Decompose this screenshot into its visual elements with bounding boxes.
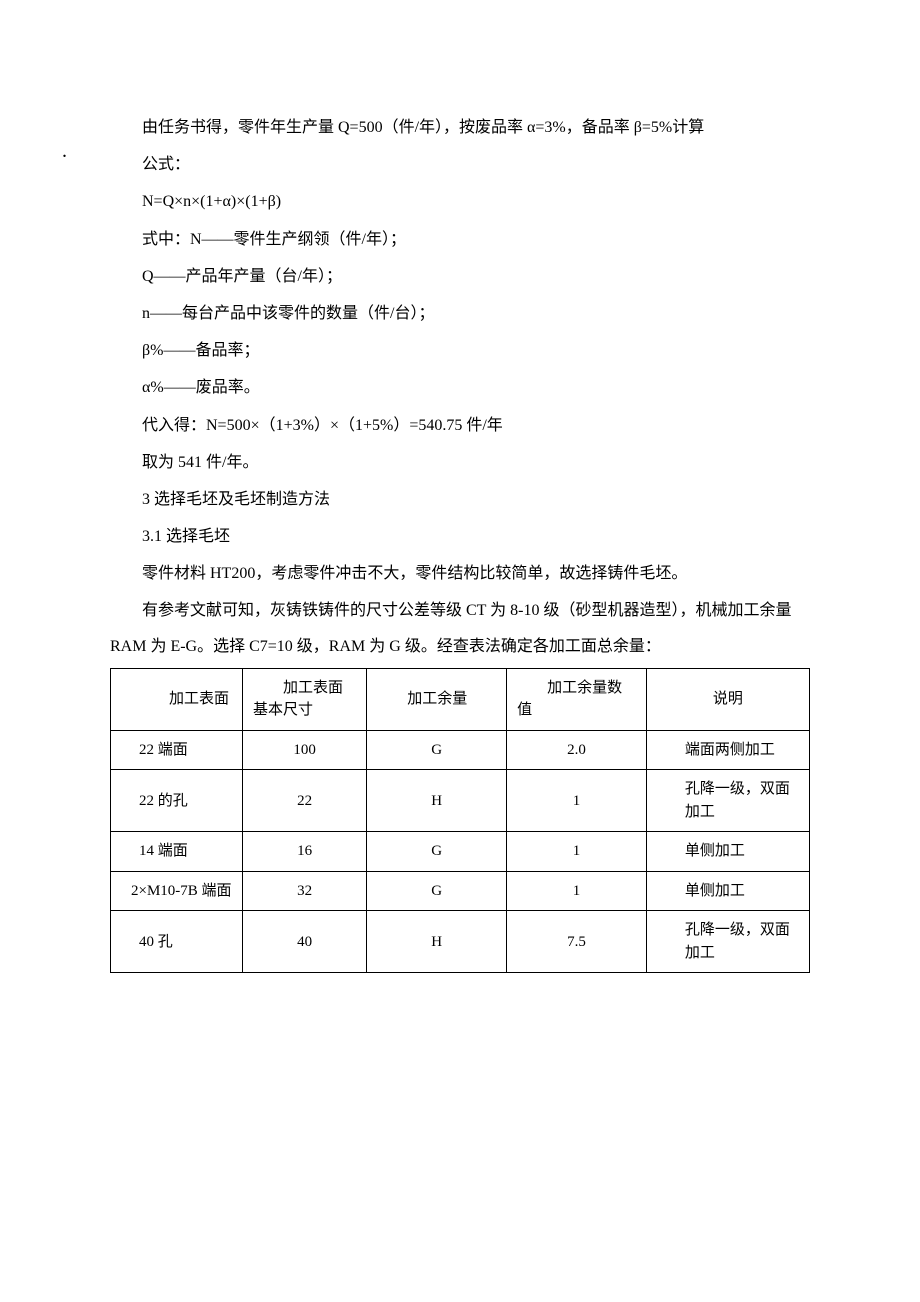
table-cell: 2×M10-7B 端面 bbox=[111, 871, 243, 911]
paragraph-text: 有参考文献可知，灰铸铁铸件的尺寸公差等级 CT 为 8-10 级（砂型机器造型）… bbox=[110, 602, 792, 654]
paragraph: 由任务书得，零件年生产量 Q=500（件/年），按废品率 α=3%，备品率 β=… bbox=[110, 110, 810, 145]
paragraph: β%——备品率； bbox=[110, 333, 810, 368]
table-header-row: 加工表面 加工表面基本尺寸 加工余量 加工余量数值 说明 bbox=[111, 668, 810, 730]
table-cell: 14 端面 bbox=[111, 832, 243, 872]
table-cell: 32 bbox=[243, 871, 367, 911]
table-header: 加工表面 bbox=[111, 668, 243, 730]
table-cell: 40 bbox=[243, 911, 367, 973]
table-cell: G bbox=[367, 871, 507, 911]
paragraph: 代入得：N=500×（1+3%）×（1+5%）=540.75 件/年 bbox=[110, 408, 810, 443]
table-cell: 1 bbox=[507, 832, 647, 872]
table-row: 14 端面 16 G 1 单侧加工 bbox=[111, 832, 810, 872]
table-cell: 单侧加工 bbox=[646, 871, 809, 911]
table-row: 2×M10-7B 端面 32 G 1 单侧加工 bbox=[111, 871, 810, 911]
table-cell: 100 bbox=[243, 730, 367, 770]
table-cell: 22 bbox=[243, 770, 367, 832]
table-cell: 单侧加工 bbox=[646, 832, 809, 872]
table-cell: 孔降一级，双面加工 bbox=[646, 770, 809, 832]
table-row: 22 的孔 22 H 1 孔降一级，双面加工 bbox=[111, 770, 810, 832]
table-cell: 1 bbox=[507, 770, 647, 832]
paragraph: 公式： bbox=[110, 147, 810, 182]
paragraph: 零件材料 HT200，考虑零件冲击不大，零件结构比较简单，故选择铸件毛坯。 bbox=[110, 556, 810, 591]
table-cell: 孔降一级，双面加工 bbox=[646, 911, 809, 973]
table-header: 加工表面基本尺寸 bbox=[243, 668, 367, 730]
table-header: 加工余量数值 bbox=[507, 668, 647, 730]
table-cell: 2.0 bbox=[507, 730, 647, 770]
table-cell: G bbox=[367, 730, 507, 770]
table-cell: H bbox=[367, 911, 507, 973]
table-cell: 16 bbox=[243, 832, 367, 872]
table-cell: 22 端面 bbox=[111, 730, 243, 770]
paragraph: α%——废品率。 bbox=[110, 370, 810, 405]
paragraph: 取为 541 件/年。 bbox=[110, 445, 810, 480]
document-body: 由任务书得，零件年生产量 Q=500（件/年），按废品率 α=3%，备品率 β=… bbox=[110, 110, 810, 973]
table-cell: G bbox=[367, 832, 507, 872]
subsection-heading: 3.1 选择毛坯 bbox=[110, 519, 810, 554]
allowance-table: 加工表面 加工表面基本尺寸 加工余量 加工余量数值 说明 22 端面 100 G… bbox=[110, 668, 810, 974]
paragraph: n——每台产品中该零件的数量（件/台）； bbox=[110, 296, 810, 331]
paragraph: 式中：N——零件生产纲领（件/年）； bbox=[110, 222, 810, 257]
table-header: 加工余量 bbox=[367, 668, 507, 730]
paragraph: 有参考文献可知，灰铸铁铸件的尺寸公差等级 CT 为 8-10 级（砂型机器造型）… bbox=[110, 593, 810, 663]
table-cell: H bbox=[367, 770, 507, 832]
table-header: 说明 bbox=[646, 668, 809, 730]
table-cell: 端面两侧加工 bbox=[646, 730, 809, 770]
table-cell: 7.5 bbox=[507, 911, 647, 973]
table-row: 22 端面 100 G 2.0 端面两侧加工 bbox=[111, 730, 810, 770]
section-heading: 3 选择毛坯及毛坯制造方法 bbox=[110, 482, 810, 517]
bullet-dot: . bbox=[62, 140, 67, 163]
table-row: 40 孔 40 H 7.5 孔降一级，双面加工 bbox=[111, 911, 810, 973]
table-cell: 40 孔 bbox=[111, 911, 243, 973]
paragraph: N=Q×n×(1+α)×(1+β) bbox=[110, 184, 810, 219]
table-cell: 1 bbox=[507, 871, 647, 911]
table-cell: 22 的孔 bbox=[111, 770, 243, 832]
paragraph: Q——产品年产量（台/年）； bbox=[110, 259, 810, 294]
